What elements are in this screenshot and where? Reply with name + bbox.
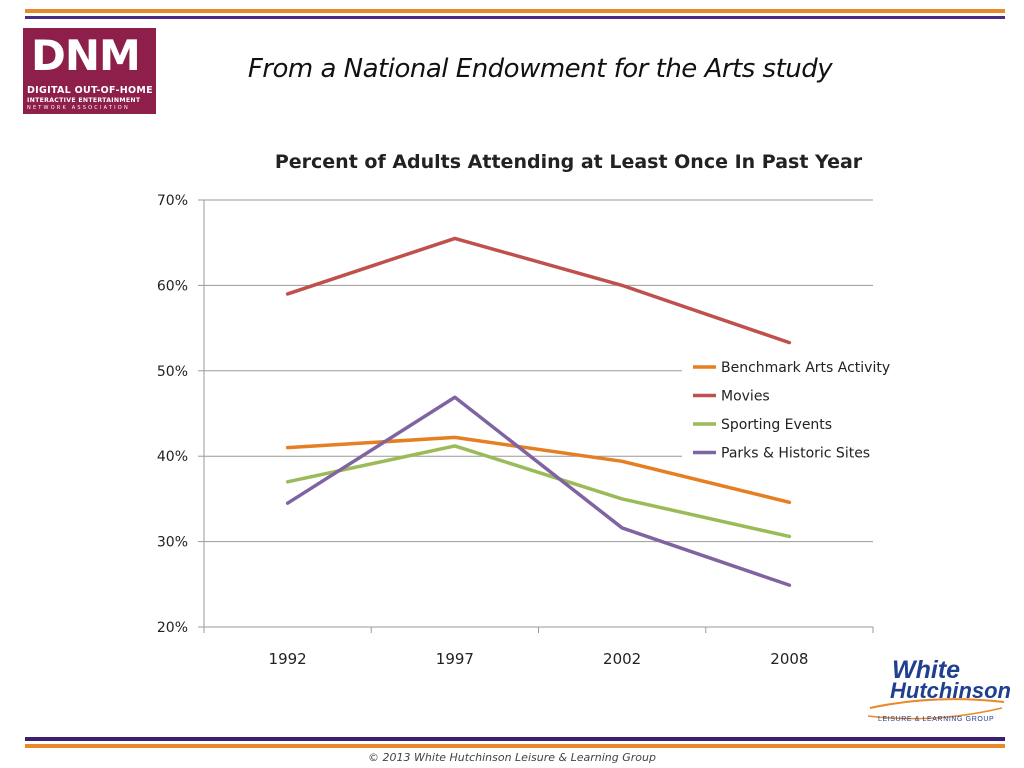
top-purple-rule xyxy=(25,16,1005,19)
legend-label: Benchmark Arts Activity xyxy=(721,360,890,376)
dnm-logo-mark: DNM xyxy=(31,31,141,80)
legend-label: Parks & Historic Sites xyxy=(721,446,870,462)
dnm-logo-line1: DIGITAL OUT-OF-HOME xyxy=(27,85,153,96)
chart-title: Percent of Adults Attending at Least Onc… xyxy=(275,151,863,173)
y-tick-label: 50% xyxy=(157,364,188,380)
wh-logo-word1: White xyxy=(892,656,960,684)
y-tick-label: 20% xyxy=(157,620,188,636)
x-tick-label: 2008 xyxy=(770,650,808,668)
slide-title: From a National Endowment for the Arts s… xyxy=(247,54,833,84)
footer-copyright: © 2013 White Hutchinson Leisure & Learni… xyxy=(368,751,656,764)
y-tick-label: 30% xyxy=(157,535,188,551)
dnm-logo: DNM DIGITAL OUT-OF-HOME INTERACTIVE ENTE… xyxy=(23,28,156,114)
dnm-logo-line2: INTERACTIVE ENTERTAINMENT xyxy=(27,97,141,104)
legend-label: Sporting Events xyxy=(721,417,832,433)
series-line xyxy=(285,395,792,587)
legend-box xyxy=(682,352,892,470)
line-chart: Percent of Adults Attending at Least Onc… xyxy=(157,151,892,668)
white-hutchinson-logo: White Hutchinson LEISURE & LEARNING GROU… xyxy=(867,656,1011,723)
x-tick-label: 2002 xyxy=(603,650,641,668)
series-line xyxy=(285,236,792,345)
series-line xyxy=(285,435,792,505)
x-tick-label: 1992 xyxy=(269,650,307,668)
wh-logo-swoosh xyxy=(869,698,1005,709)
bottom-purple-rule xyxy=(25,737,1005,741)
top-orange-rule xyxy=(25,9,1005,13)
bottom-orange-rule xyxy=(25,744,1005,748)
y-tick-label: 70% xyxy=(157,193,188,209)
wh-logo-tagline: LEISURE & LEARNING GROUP xyxy=(878,716,994,723)
y-tick-label: 40% xyxy=(157,449,188,465)
wh-logo-swoosh-lower xyxy=(867,707,1003,720)
dnm-logo-line3: NETWORK ASSOCIATION xyxy=(27,105,130,111)
y-tick-label: 60% xyxy=(157,278,188,294)
series-line xyxy=(285,444,792,539)
legend-label: Movies xyxy=(721,389,770,405)
x-tick-label: 1997 xyxy=(436,650,474,668)
